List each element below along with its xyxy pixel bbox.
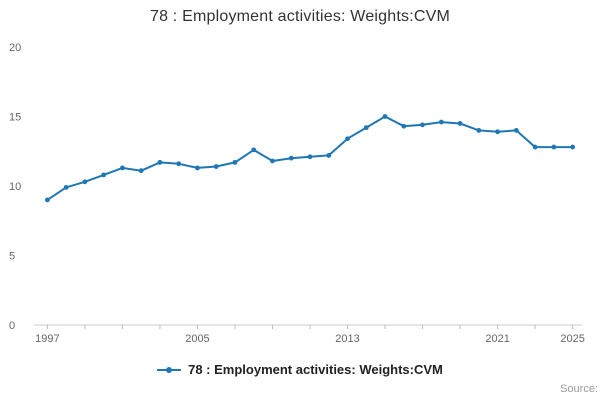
data-point[interactable]: [495, 129, 500, 135]
legend-dot: [166, 366, 173, 373]
y-axis-label: 5: [9, 251, 15, 263]
data-point[interactable]: [270, 158, 275, 164]
legend-item[interactable]: 78 : Employment activities: Weights:CVM: [157, 362, 443, 377]
data-point[interactable]: [195, 165, 200, 171]
chart-title: 78 : Employment activities: Weights:CVM: [149, 8, 451, 25]
y-axis-label: 15: [9, 112, 21, 124]
data-point[interactable]: [176, 161, 182, 167]
y-axis-label: 20: [9, 42, 21, 54]
data-point[interactable]: [382, 114, 388, 119]
x-axis-label: 2021: [485, 333, 509, 345]
data-point[interactable]: [345, 136, 350, 142]
data-point[interactable]: [138, 168, 144, 174]
data-point[interactable]: [476, 128, 482, 133]
data-point[interactable]: [251, 147, 257, 153]
line-chart: 1997 2005 2013 2021 2025 0 5 10 15 20: [9, 42, 585, 345]
data-point[interactable]: [457, 121, 463, 126]
data-point[interactable]: [570, 144, 576, 150]
x-axis-label: 2025: [560, 333, 584, 345]
data-point[interactable]: [401, 123, 407, 129]
data-point[interactable]: [101, 172, 107, 178]
x-axis-label: 2013: [335, 333, 359, 345]
data-point[interactable]: [288, 155, 294, 161]
data-point[interactable]: [307, 154, 313, 160]
data-point[interactable]: [120, 165, 125, 171]
data-point[interactable]: [420, 122, 425, 128]
data-point[interactable]: [438, 119, 444, 125]
data-point[interactable]: [213, 164, 219, 169]
data-point[interactable]: [82, 179, 88, 185]
data-point[interactable]: [532, 144, 538, 150]
y-axis-label: 10: [9, 181, 21, 193]
legend-line-marker-icon: [157, 365, 182, 375]
legend: 78 : Employment activities: Weights:CVM: [0, 362, 600, 377]
legend-label: 78 : Employment activities: Weights:CVM: [188, 362, 443, 377]
x-axis-label: 1997: [35, 333, 59, 345]
y-axis-label: 0: [9, 320, 15, 332]
source-label: Source:: [560, 383, 598, 395]
data-point[interactable]: [513, 128, 519, 133]
data-point[interactable]: [157, 159, 163, 165]
data-point[interactable]: [551, 144, 557, 150]
data-point[interactable]: [44, 197, 50, 203]
data-point[interactable]: [363, 125, 369, 131]
x-axis-label: 2005: [185, 333, 209, 345]
data-point[interactable]: [232, 159, 238, 165]
data-point[interactable]: [326, 153, 332, 158]
data-point[interactable]: [63, 184, 69, 190]
